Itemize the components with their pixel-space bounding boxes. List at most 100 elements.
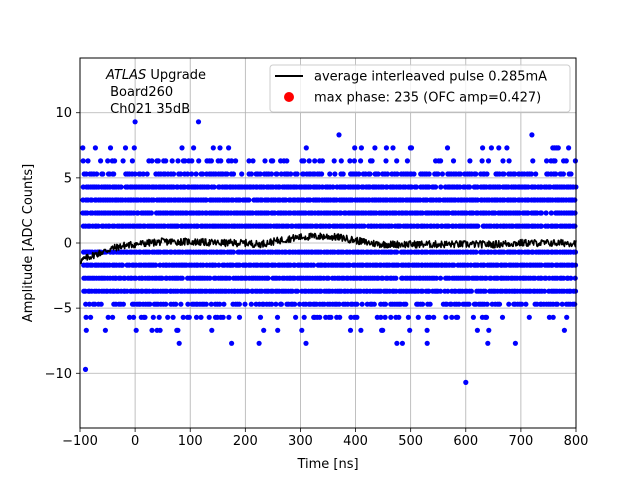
y-tick-label: −10 <box>45 367 72 382</box>
annotation-channel: Ch021 35dB <box>106 102 190 117</box>
sample-point <box>275 327 281 333</box>
sample-point <box>196 158 202 164</box>
sample-point <box>171 171 177 177</box>
sample-point <box>351 158 357 164</box>
sample-point <box>523 301 529 307</box>
sample-point <box>361 223 367 229</box>
sample-point <box>572 197 578 203</box>
sample-point <box>185 301 191 307</box>
sample-point <box>394 249 400 255</box>
sample-point <box>525 210 531 216</box>
x-tick-label: 300 <box>288 434 313 449</box>
sample-point <box>208 158 214 164</box>
sample-point <box>165 314 171 320</box>
sample-point <box>482 288 488 294</box>
sample-point <box>426 171 432 177</box>
sample-point <box>470 314 476 320</box>
sample-point <box>80 145 86 151</box>
sample-point <box>383 158 389 164</box>
sample-point <box>149 327 155 333</box>
sample-point <box>200 262 206 268</box>
sample-point <box>319 171 325 177</box>
sample-point <box>437 275 444 281</box>
sample-point <box>519 301 525 307</box>
sample-point <box>148 210 154 216</box>
sample-point <box>404 158 410 164</box>
sample-point <box>553 171 559 177</box>
sample-point <box>396 314 402 320</box>
sample-point <box>501 249 507 255</box>
sample-point <box>427 301 433 307</box>
y-tick-label: 10 <box>55 106 72 121</box>
sample-point <box>561 275 567 281</box>
sample-point <box>443 314 449 320</box>
sample-point <box>198 314 204 320</box>
sample-point <box>236 301 242 307</box>
sample-point <box>246 197 252 203</box>
x-tick-label: 800 <box>564 434 589 449</box>
sample-point <box>100 171 106 177</box>
sample-point <box>229 340 235 346</box>
annotation-atlas: ATLAS <box>105 68 146 83</box>
sample-point <box>98 158 104 164</box>
sample-point <box>278 301 284 307</box>
sample-point <box>415 314 421 320</box>
sample-point <box>292 301 298 307</box>
sample-point <box>528 171 535 177</box>
sample-point <box>217 145 223 151</box>
sample-point <box>546 314 553 320</box>
sample-point <box>163 301 169 307</box>
sample-point <box>492 210 498 216</box>
sample-point <box>485 158 492 164</box>
sample-point <box>131 314 137 320</box>
sample-point <box>431 314 437 320</box>
sample-point <box>216 262 222 268</box>
sample-point <box>189 171 195 177</box>
sample-point <box>182 158 188 164</box>
sample-point <box>131 145 137 151</box>
sample-point <box>371 301 377 307</box>
sample-point <box>270 158 276 164</box>
sample-point <box>358 327 364 333</box>
sample-point <box>572 158 579 164</box>
sample-point <box>375 171 381 177</box>
sample-point <box>230 171 237 177</box>
sample-point <box>403 301 409 307</box>
sample-point <box>407 327 413 333</box>
sample-point <box>395 262 401 268</box>
sample-point <box>564 314 570 320</box>
sample-point <box>195 119 202 125</box>
sample-point <box>142 314 148 320</box>
annotation-upgrade: Upgrade <box>146 68 206 83</box>
y-axis-title: Amplitude [ADC Counts] <box>21 164 36 322</box>
sample-point <box>474 327 480 333</box>
sample-point <box>83 171 89 177</box>
sample-point <box>95 223 101 229</box>
sample-point <box>84 210 90 216</box>
sample-point <box>544 158 550 164</box>
sample-point <box>559 301 565 307</box>
sample-point <box>378 314 384 320</box>
sample-point <box>382 301 389 307</box>
sample-point <box>548 210 554 216</box>
legend-label-average: average interleaved pulse 0.285mA <box>314 70 547 85</box>
sample-point <box>195 223 201 229</box>
sample-point <box>318 288 324 294</box>
sample-point <box>467 158 473 164</box>
sample-point <box>217 301 223 307</box>
sample-point <box>133 327 139 333</box>
sample-point <box>120 158 126 164</box>
sample-point <box>307 197 313 203</box>
sample-point <box>438 158 444 164</box>
sample-point <box>153 262 159 268</box>
sample-point <box>554 145 560 151</box>
sample-point <box>358 158 364 164</box>
sample-point <box>269 301 275 307</box>
sample-point <box>228 158 235 164</box>
sample-point <box>435 223 441 229</box>
sample-point <box>411 171 417 177</box>
sample-point <box>394 158 400 164</box>
sample-point <box>157 327 163 333</box>
sample-point <box>504 145 510 151</box>
x-tick-label: 700 <box>508 434 533 449</box>
